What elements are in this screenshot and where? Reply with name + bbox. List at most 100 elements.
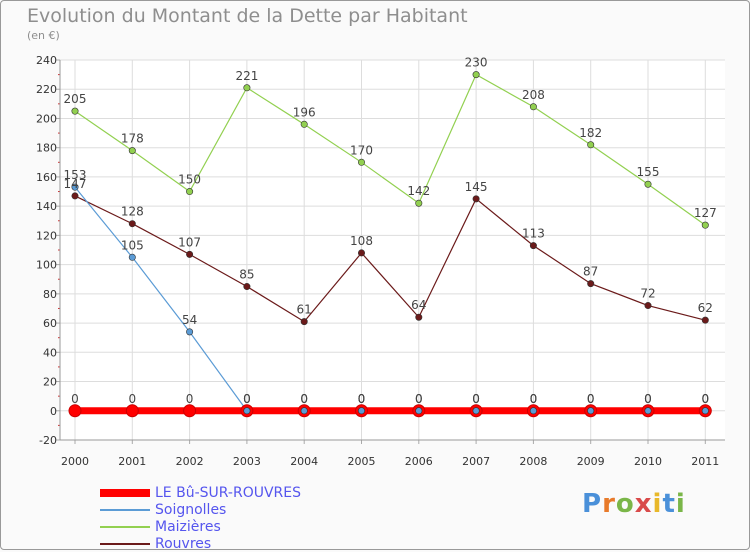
- data-point: [128, 220, 136, 228]
- data-point: [529, 242, 537, 250]
- y-tick-label: 40: [43, 346, 57, 359]
- data-label: 72: [640, 287, 655, 301]
- data-point: [183, 404, 197, 418]
- x-tick-label: 2011: [691, 455, 719, 468]
- y-tick-label: 60: [43, 317, 57, 330]
- legend-swatch: [100, 543, 150, 545]
- data-point: [701, 316, 709, 324]
- data-label: 0: [644, 392, 652, 406]
- legend-label: Maizières: [155, 519, 221, 535]
- data-point: [472, 71, 480, 79]
- data-label: 0: [128, 392, 136, 406]
- data-label: 0: [472, 392, 480, 406]
- data-point: [415, 313, 423, 321]
- data-point: [71, 107, 79, 115]
- data-label: 0: [530, 392, 538, 406]
- data-label: 0: [358, 392, 366, 406]
- x-tick-label: 2000: [61, 455, 89, 468]
- x-tick-label: 2003: [233, 455, 261, 468]
- data-label: 145: [465, 180, 488, 194]
- data-point: [186, 328, 194, 336]
- data-label: 0: [644, 392, 652, 406]
- data-label: 0: [472, 392, 480, 406]
- data-label: 0: [530, 392, 538, 406]
- data-point: [300, 318, 308, 326]
- data-label: 0: [243, 392, 251, 406]
- x-tick-label: 2005: [348, 455, 376, 468]
- x-tick-label: 2001: [118, 455, 146, 468]
- data-point: [71, 183, 79, 191]
- data-point: [529, 103, 537, 111]
- data-point: [587, 280, 595, 288]
- data-label: 62: [698, 301, 713, 315]
- data-point: [357, 158, 365, 166]
- data-point: [68, 404, 82, 418]
- data-label: 127: [694, 206, 717, 220]
- data-label: 0: [701, 392, 709, 406]
- legend-label: Soignolles: [155, 502, 227, 518]
- data-label: 153: [64, 168, 87, 182]
- y-tick-label: 80: [43, 288, 57, 301]
- data-point: [125, 404, 139, 418]
- data-label: 0: [300, 392, 308, 406]
- data-point: [472, 195, 480, 203]
- data-label: 107: [178, 235, 201, 249]
- y-tick-label: 140: [36, 200, 57, 213]
- data-label: 87: [583, 265, 598, 279]
- x-tick-label: 2010: [634, 455, 662, 468]
- data-label: 0: [587, 392, 595, 406]
- legend-swatch: [100, 526, 150, 528]
- plot-area: [60, 60, 725, 440]
- data-point: [243, 283, 251, 291]
- y-tick-label: 120: [36, 229, 57, 242]
- y-tick-label: 20: [43, 376, 57, 389]
- data-label: 221: [235, 69, 258, 83]
- data-label: 0: [243, 392, 251, 406]
- data-point: [472, 407, 480, 415]
- series-line-3: [74, 195, 706, 323]
- data-point: [186, 188, 194, 196]
- chart-subtitle: (en €): [27, 29, 60, 42]
- data-label: 230: [465, 56, 488, 70]
- data-label: 205: [64, 92, 87, 106]
- y-tick-label: 0: [50, 405, 57, 418]
- data-label: 61: [297, 303, 312, 317]
- data-point: [644, 302, 652, 310]
- data-point: [71, 192, 79, 200]
- y-tick-label: 180: [36, 142, 57, 155]
- data-label: 0: [358, 392, 366, 406]
- data-point: [529, 407, 537, 415]
- y-tick-label: 220: [36, 83, 57, 96]
- data-label: 0: [71, 392, 79, 406]
- data-point: [300, 407, 308, 415]
- data-point: [587, 141, 595, 149]
- legend-swatch: [100, 489, 150, 497]
- y-tick-label: 100: [36, 259, 57, 272]
- x-tick-label: 2004: [290, 455, 318, 468]
- data-label: 108: [350, 234, 373, 248]
- data-label: 0: [186, 392, 194, 406]
- data-label: 85: [239, 268, 254, 282]
- proxiti-logo: Proxiti: [582, 489, 686, 519]
- data-label: 150: [178, 173, 201, 187]
- series-line-2: [74, 73, 706, 226]
- data-point: [243, 407, 251, 415]
- data-point: [644, 180, 652, 188]
- data-label: 64: [411, 298, 426, 312]
- data-label: 0: [701, 392, 709, 406]
- data-point: [300, 120, 308, 128]
- data-point: [243, 84, 251, 92]
- data-point: [357, 407, 365, 415]
- data-point: [415, 407, 423, 415]
- data-label: 0: [415, 392, 423, 406]
- data-label: 128: [121, 205, 144, 219]
- data-label: 155: [637, 165, 660, 179]
- y-tick-label: -20: [39, 434, 57, 447]
- data-point: [701, 221, 709, 229]
- data-label: 54: [182, 313, 197, 327]
- data-label: 113: [522, 227, 545, 241]
- data-point: [415, 199, 423, 207]
- data-point: [701, 407, 709, 415]
- data-label: 0: [415, 392, 423, 406]
